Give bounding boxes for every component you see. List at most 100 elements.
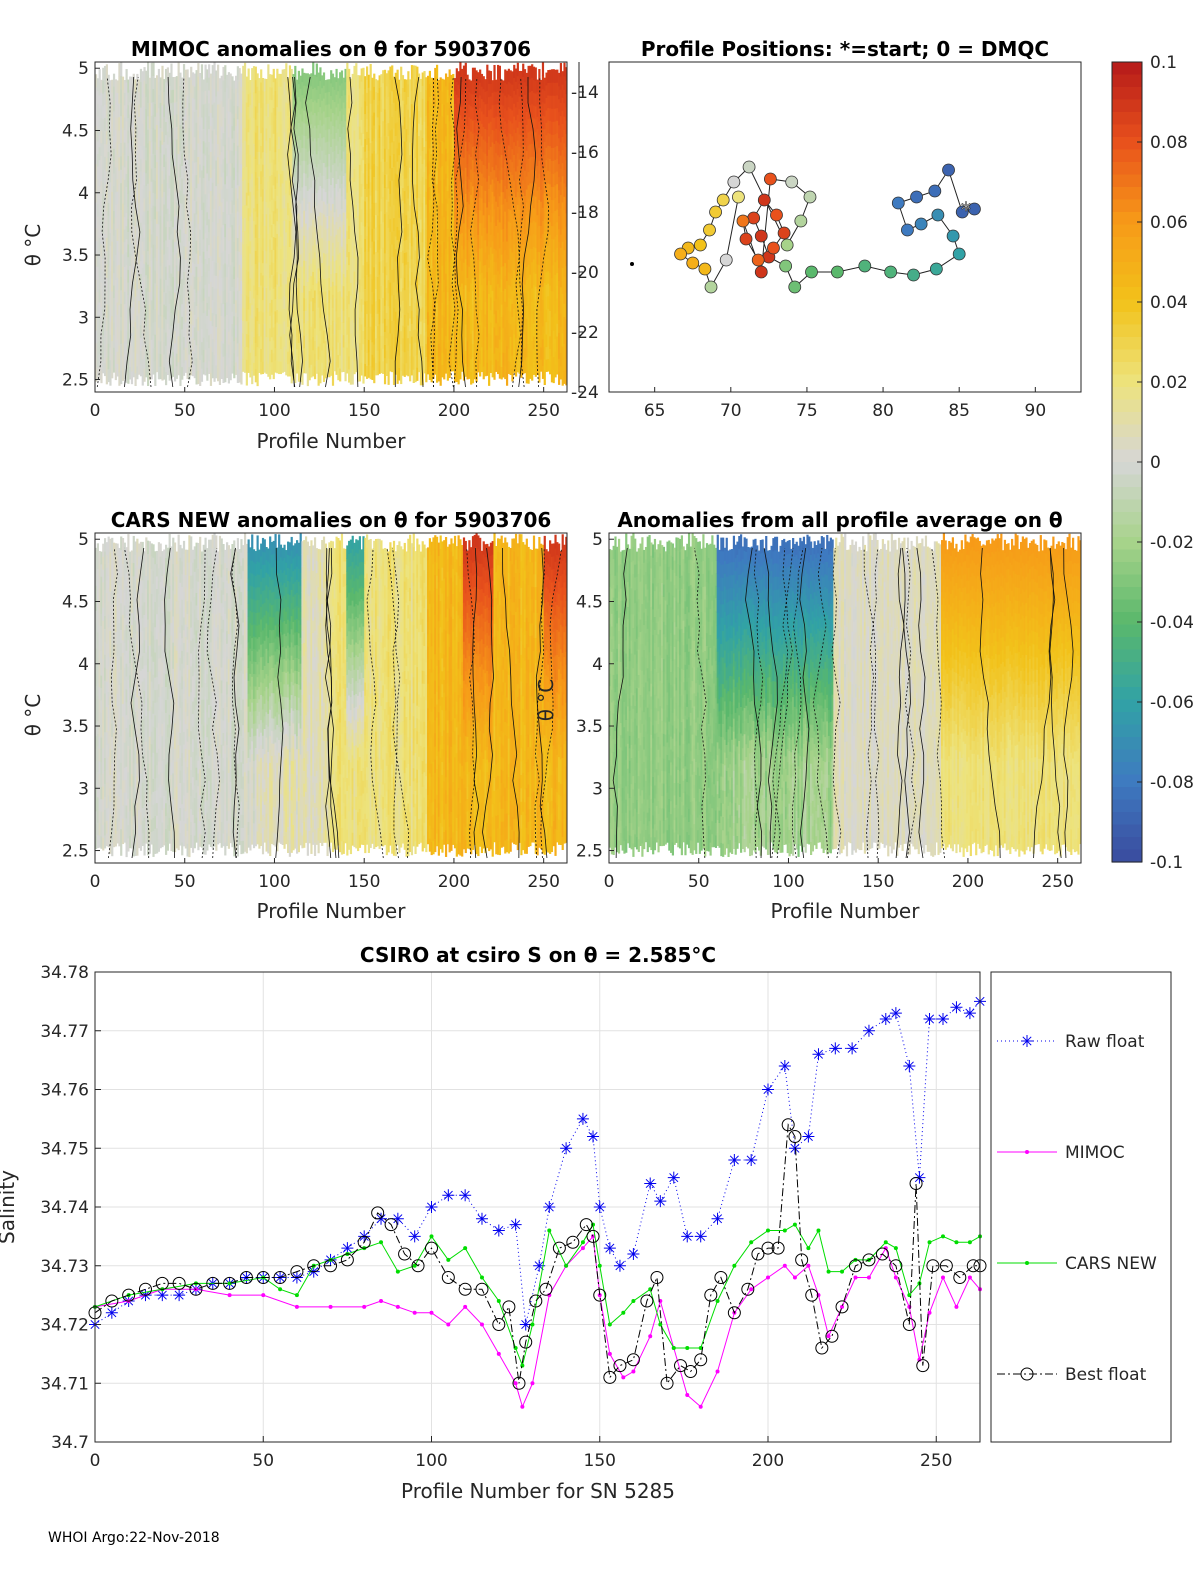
heatmap-cell [315,295,318,310]
heatmap-cell [163,104,166,117]
heatmap-cell [245,256,248,270]
heatmap-cell [213,182,216,196]
heatmap-cell [252,194,256,209]
heatmap-cell [127,370,130,384]
heatmap-cell [188,89,191,103]
heatmap-cell [215,275,218,289]
heatmap-cell [283,308,286,322]
heatmap-cell [181,329,184,342]
heatmap-cell [161,275,164,289]
heatmap-cell [251,212,254,227]
heatmap-cell [365,196,369,210]
heatmap-cell [365,131,369,145]
heatmap-cell [254,132,257,146]
heatmap-cell [118,103,121,118]
heatmap-cell [188,152,191,166]
heatmap-cell [331,268,335,282]
heatmap-cell [222,290,225,305]
heatmap-cell [270,237,274,250]
heatmap-cell [170,181,173,195]
heatmap-cell [267,64,270,78]
heatmap-cell [378,162,381,176]
heatmap-cell [254,276,257,291]
heatmap-cell [242,142,245,156]
heatmap-cell [308,188,311,203]
heatmap-cell [265,348,268,362]
heatmap-cell [157,211,161,225]
heatmap-cell [376,178,379,192]
heatmap-cell [281,284,284,298]
heatmap-cell [362,356,365,371]
heatmap-cell [303,72,306,86]
heatmap-cell [330,273,333,287]
heatmap-cell [344,107,347,122]
heatmap-cell [312,193,315,207]
heatmap-cell [335,196,338,210]
heatmap-cell [134,296,137,310]
heatmap-cell [163,116,166,130]
heatmap-cell [267,311,270,325]
heatmap-cell [240,241,243,256]
heatmap-cell [306,307,309,322]
heatmap-cell [222,316,225,331]
heatmap-cell [202,116,205,129]
heatmap-cell [387,292,390,307]
heatmap-cell [161,131,164,145]
heatmap-cell [285,297,288,311]
heatmap-cell [328,364,331,378]
heatmap-cell [157,159,161,173]
heatmap-cell [317,268,320,282]
heatmap-cell [123,117,126,131]
heatmap-cell [218,218,222,232]
heatmap-cell [188,178,191,192]
heatmap-cell [301,292,304,306]
heatmap-cell [385,274,388,288]
heatmap-cell [143,106,146,120]
heatmap-cell [319,198,322,213]
heatmap-cell [95,150,98,165]
heatmap-cell [321,362,324,376]
heatmap-cell [224,249,227,264]
heatmap-cell [227,240,231,254]
heatmap-cell [95,99,98,114]
heatmap-cell [292,214,295,228]
heatmap-cell [328,352,331,365]
heatmap-cell [287,276,290,290]
heatmap-cell [127,269,130,283]
heatmap-cell [369,77,372,91]
heatmap-cell [152,361,155,375]
heatmap-cell [328,104,331,117]
heatmap-cell [358,304,362,318]
heatmap-cell [181,291,184,305]
heatmap-cell [385,287,388,301]
heatmap-cell [123,204,126,218]
heatmap-cell [121,203,125,217]
heatmap-cell [340,321,344,335]
heatmap-cell [349,155,353,169]
heatmap-cell [263,274,266,288]
heatmap-cell [337,291,340,305]
heatmap-cell [213,261,216,276]
heatmap-cell [173,178,177,192]
heatmap-cell [369,260,372,275]
heatmap-cell [107,202,110,216]
heatmap-cell [123,79,126,93]
heatmap-cell [279,98,283,112]
heatmap-cell [229,367,232,381]
heatmap-cell [152,218,155,232]
heatmap-cell [125,225,128,240]
heatmap-cell [166,182,169,196]
heatmap-cell [190,105,193,119]
heatmap-cell [98,289,101,303]
heatmap-cell [369,365,372,380]
heatmap-cell [102,322,105,336]
heatmap-cell [105,144,108,158]
heatmap-cell [270,311,274,325]
heatmap-cell [303,335,306,349]
heatmap-cell [130,358,134,372]
heatmap-cell [182,310,186,324]
heatmap-cell [326,116,329,130]
heatmap-cell [344,302,347,317]
heatmap-cell [217,275,220,290]
heatmap-cell [279,261,283,275]
